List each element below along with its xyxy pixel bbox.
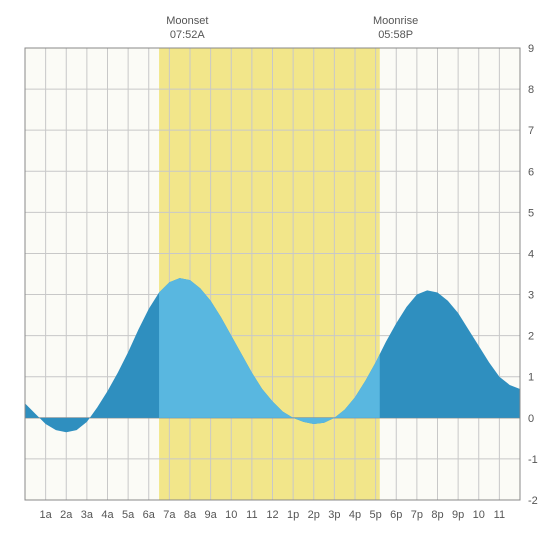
y-tick-label: 7 — [528, 125, 534, 137]
x-tick-label: 8p — [431, 509, 443, 521]
y-tick-label: 1 — [528, 372, 534, 384]
x-tick-label: 1a — [40, 509, 53, 521]
x-tick-label: 7p — [411, 509, 423, 521]
x-tick-label: 12 — [266, 509, 278, 521]
x-tick-label: 9p — [452, 509, 464, 521]
x-tick-label: 2a — [60, 509, 73, 521]
moon-moonset-label: Moonset07:52A — [157, 14, 217, 43]
y-tick-label: 8 — [528, 84, 534, 96]
x-tick-label: 7a — [163, 509, 176, 521]
x-tick-label: 2p — [308, 509, 320, 521]
y-tick-label: -1 — [528, 454, 538, 466]
moon-moonset-time: 07:52A — [157, 28, 217, 42]
y-tick-label: 9 — [528, 43, 534, 55]
y-tick-label: 3 — [528, 290, 534, 302]
x-tick-label: 1p — [287, 509, 299, 521]
moon-moonrise-time: 05:58P — [366, 28, 426, 42]
x-tick-label: 5p — [370, 509, 382, 521]
x-tick-label: 3p — [328, 509, 340, 521]
x-tick-label: 10 — [225, 509, 237, 521]
moon-moonrise-title: Moonrise — [366, 14, 426, 28]
y-tick-label: 6 — [528, 166, 534, 178]
x-tick-label: 3a — [81, 509, 94, 521]
x-tick-label: 5a — [122, 509, 135, 521]
x-tick-label: 4p — [349, 509, 361, 521]
moon-moonrise-label: Moonrise05:58P — [366, 14, 426, 43]
x-tick-label: 8a — [184, 509, 197, 521]
moon-moonset-title: Moonset — [157, 14, 217, 28]
y-tick-label: 2 — [528, 331, 534, 343]
x-tick-label: 6a — [143, 509, 156, 521]
y-tick-label: 0 — [528, 413, 534, 425]
y-tick-label: -2 — [528, 495, 538, 507]
x-tick-label: 6p — [390, 509, 402, 521]
x-tick-label: 9a — [205, 509, 218, 521]
x-tick-label: 11 — [494, 509, 505, 521]
y-tick-label: 5 — [528, 207, 534, 219]
tide-chart: -2-101234567891a2a3a4a5a6a7a8a9a1011121p… — [10, 10, 540, 540]
x-tick-label: 11 — [246, 509, 257, 521]
x-tick-label: 10 — [473, 509, 485, 521]
y-tick-label: 4 — [528, 248, 534, 260]
x-tick-label: 4a — [101, 509, 114, 521]
